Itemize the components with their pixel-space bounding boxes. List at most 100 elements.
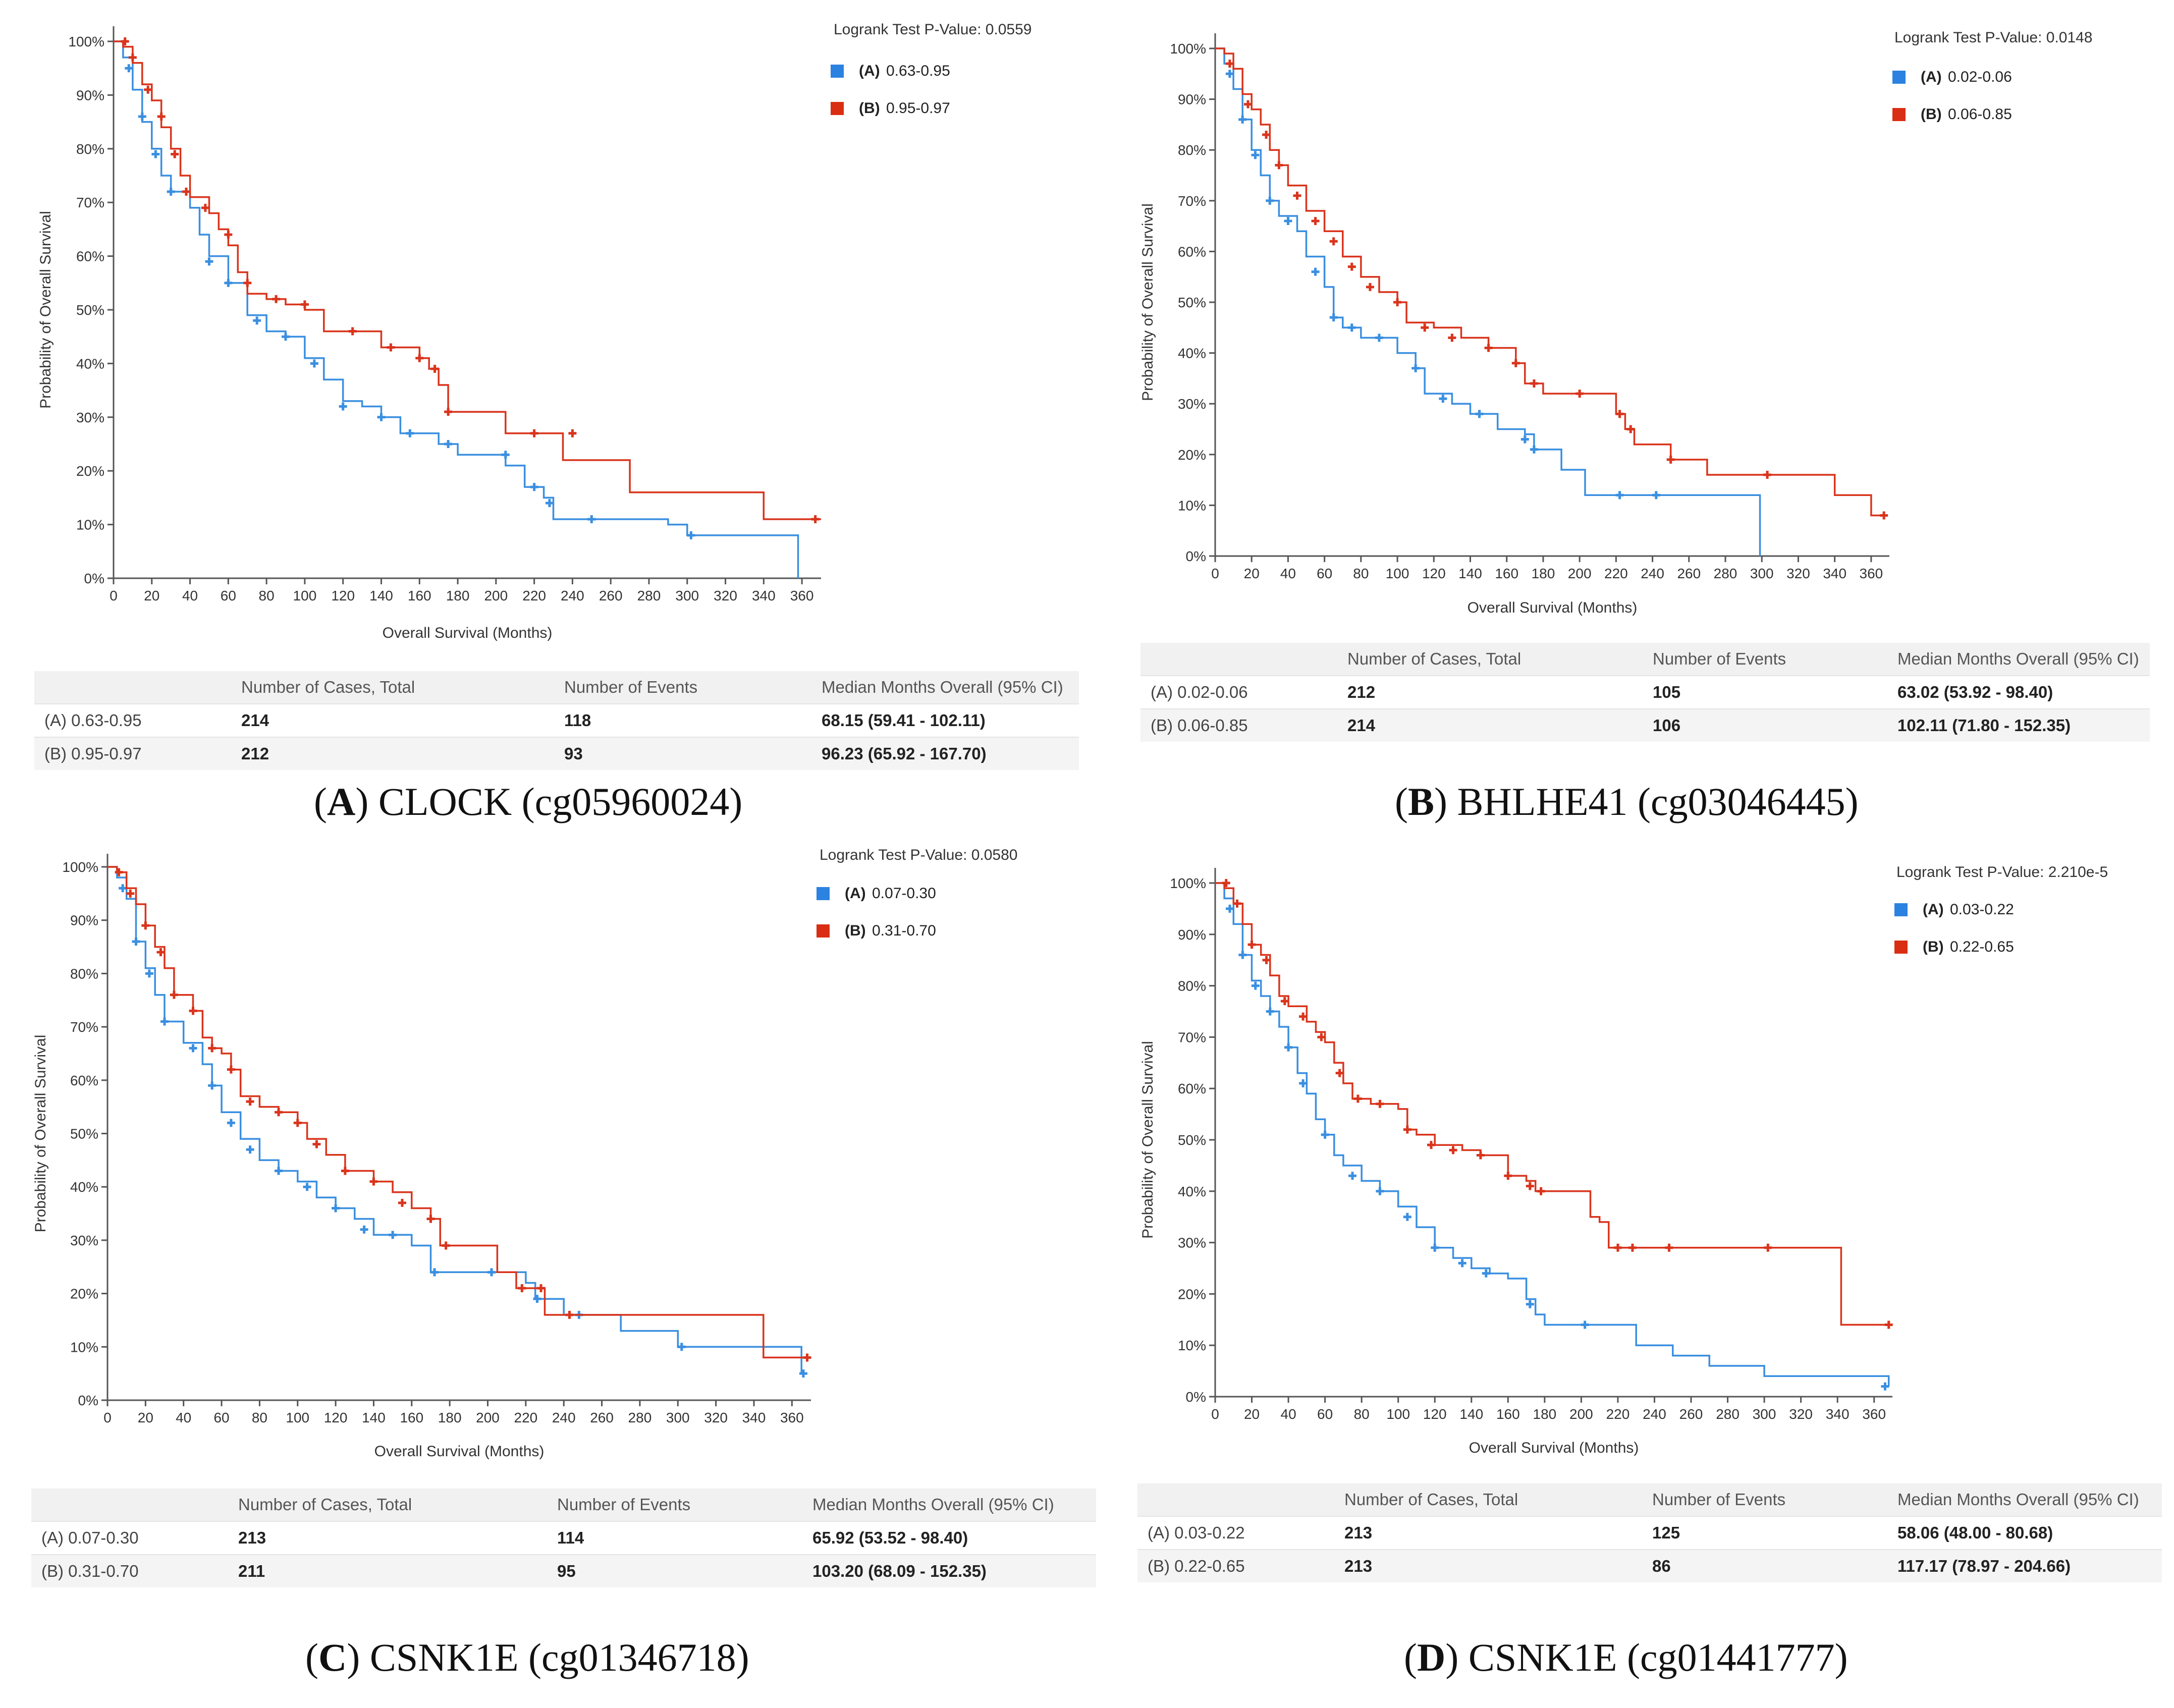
x-tick-label: 80 xyxy=(252,1410,267,1425)
legend-label-d-group-b: 0.22-0.65 xyxy=(1950,939,2014,955)
stats-header-cell: Median Months Overall (95% CI) xyxy=(811,671,1079,704)
legend-item-a-group-a: (A) 0.63-0.95 xyxy=(831,52,950,90)
stats-cell: 103.20 (68.09 - 152.35) xyxy=(802,1554,1096,1587)
censor-mark-b xyxy=(1299,1012,1308,1021)
legend-a: (A) 0.63-0.95 (B) 0.95-0.97 xyxy=(831,52,950,127)
x-tick-label: 320 xyxy=(1786,566,1810,581)
stats-cell: 93 xyxy=(554,737,811,770)
censor-mark-b xyxy=(444,408,453,416)
stats-table-b: Number of Cases, Total Number of Events … xyxy=(1140,643,2150,742)
stats-cell: 106 xyxy=(1643,708,1887,742)
caption-letter-c: C xyxy=(318,1635,347,1679)
y-tick-label: 40% xyxy=(1178,1184,1206,1199)
x-tick-label: 0 xyxy=(1211,566,1219,581)
censor-mark-b xyxy=(1317,1033,1326,1041)
censor-mark-a xyxy=(151,150,160,158)
censor-mark-b xyxy=(1526,1182,1534,1190)
censor-mark-a xyxy=(253,316,261,325)
caption-text-a: CLOCK (cg05960024) xyxy=(378,780,743,823)
stats-row-c-group-a: (A) 0.07-0.30 213 114 65.92 (53.52 - 98.… xyxy=(31,1521,1096,1555)
censor-mark-b xyxy=(530,429,538,437)
stats-header-cell xyxy=(1137,1483,1334,1516)
x-tick-label: 280 xyxy=(637,588,661,603)
censor-mark-b xyxy=(398,1198,406,1207)
stats-row-d-group-b: (B) 0.22-0.65 213 86 117.17 (78.97 - 204… xyxy=(1137,1549,2162,1582)
x-tick-label: 20 xyxy=(1244,1406,1260,1422)
censor-mark-a xyxy=(339,402,347,411)
x-tick-label: 240 xyxy=(1643,1406,1666,1422)
x-tick-label: 220 xyxy=(514,1410,538,1425)
stats-header-cell: Median Months Overall (95% CI) xyxy=(1887,643,2150,676)
y-tick-label: 100% xyxy=(1170,41,1206,57)
stats-cell: 96.23 (65.92 - 167.70) xyxy=(811,737,1079,770)
x-tick-label: 320 xyxy=(1789,1406,1813,1422)
censor-mark-b xyxy=(170,990,178,999)
y-tick-label: 60% xyxy=(70,1073,98,1088)
x-tick-label: 60 xyxy=(1317,1406,1333,1422)
censor-mark-a xyxy=(1520,435,1529,444)
censor-mark-b xyxy=(568,429,577,437)
stats-header-cell xyxy=(1140,643,1337,676)
x-tick-label: 20 xyxy=(138,1410,153,1425)
x-tick-label: 100 xyxy=(286,1410,309,1425)
censor-mark-a xyxy=(208,1081,216,1090)
censor-mark-a xyxy=(224,279,233,287)
stats-cell: (B) 0.95-0.97 xyxy=(34,737,231,770)
stats-header-cell: Number of Cases, Total xyxy=(231,671,554,704)
legend-swatch-b-group-b xyxy=(1892,108,1906,121)
legend-label-b-group-b: 0.06-0.85 xyxy=(1948,106,2012,123)
censor-mark-b xyxy=(341,1167,349,1175)
x-tick-label: 340 xyxy=(752,588,776,603)
legend-swatch-a-group-b xyxy=(831,102,844,115)
legend-b: (A) 0.02-0.06 (B) 0.06-0.85 xyxy=(1892,59,2012,133)
x-tick-label: 140 xyxy=(1458,566,1482,581)
legend-item-c-group-a: (A) 0.07-0.30 xyxy=(817,875,936,912)
km-chart-b: 0% 10% 20% 30% 40% 50% 60% 70% 80% 90% 100% 0 20 40 60… xyxy=(1139,33,1889,616)
y-tick-label: 10% xyxy=(1178,498,1206,513)
censor-mark-b xyxy=(1262,131,1271,139)
censor-mark-b xyxy=(1243,100,1252,108)
x-tick-label: 300 xyxy=(675,588,699,603)
y-tick-label: 0% xyxy=(1186,548,1206,564)
stats-header-row-b: Number of Cases, Total Number of Events … xyxy=(1140,643,2150,676)
y-tick-label: 100% xyxy=(1170,875,1206,891)
stats-table-d: Number of Cases, Total Number of Events … xyxy=(1137,1483,2162,1582)
censor-mark-b xyxy=(1537,1187,1545,1195)
y-tick-label: 20% xyxy=(1178,447,1206,463)
censor-mark-b xyxy=(565,1310,574,1319)
censor-mark-b xyxy=(811,515,820,523)
stats-cell: 105 xyxy=(1643,675,1887,709)
censor-mark-a xyxy=(125,64,133,73)
censor-mark-b xyxy=(803,1353,811,1362)
stats-header-cell: Number of Cases, Total xyxy=(1337,643,1643,676)
survival-curve-a xyxy=(1215,47,1761,556)
legend-swatch-a-group-a xyxy=(831,65,844,78)
x-tick-label: 200 xyxy=(1568,566,1592,581)
censor-mark-b xyxy=(1329,237,1338,246)
caption-b: (B) BHLHE41 (cg03046445) xyxy=(1395,780,1859,823)
x-tick-label: 200 xyxy=(476,1410,500,1425)
censor-mark-a xyxy=(1311,267,1320,276)
censor-mark-b xyxy=(157,112,166,121)
censor-mark-a xyxy=(677,1343,686,1351)
stats-cell: 212 xyxy=(1337,675,1643,709)
x-tick-label: 340 xyxy=(1826,1406,1850,1422)
censor-mark-b xyxy=(1530,379,1538,388)
censor-mark-a xyxy=(1652,491,1660,500)
x-tick-label: 20 xyxy=(1244,566,1260,581)
censor-mark-b xyxy=(1280,997,1289,1006)
censor-mark-a xyxy=(275,1167,283,1175)
y-tick-label: 50% xyxy=(70,1126,98,1142)
censor-mark-b xyxy=(1403,1125,1411,1134)
censor-mark-b xyxy=(1763,471,1772,479)
x-tick-label: 20 xyxy=(144,588,159,603)
x-tick-label: 80 xyxy=(259,588,275,603)
censor-mark-a xyxy=(189,1044,197,1053)
y-tick-label: 90% xyxy=(1178,927,1206,943)
stats-cell: 213 xyxy=(228,1521,547,1555)
censor-mark-b xyxy=(275,1108,283,1117)
censor-mark-a xyxy=(132,937,140,946)
censor-mark-b xyxy=(189,1007,197,1015)
censor-mark-a xyxy=(1482,1269,1490,1278)
x-tick-label: 140 xyxy=(369,588,393,603)
